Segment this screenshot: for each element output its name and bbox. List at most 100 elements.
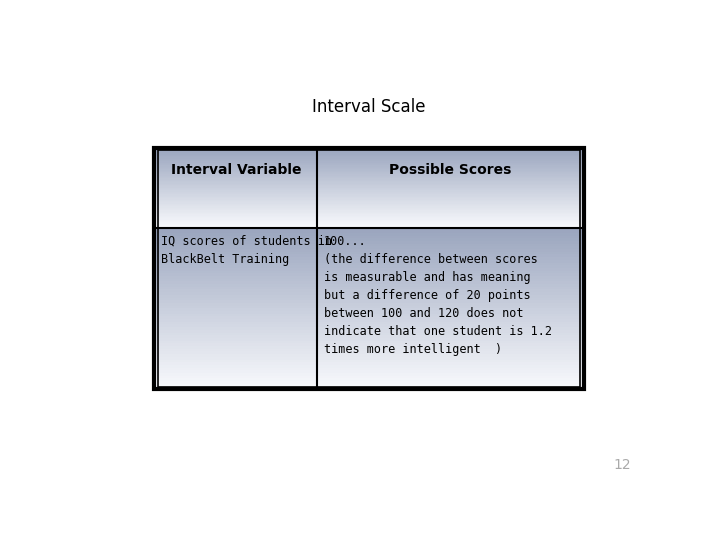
Bar [154, 201, 318, 202]
Bar [154, 292, 318, 295]
Bar [154, 370, 318, 373]
Bar [154, 335, 318, 338]
Bar [154, 176, 318, 177]
Bar [318, 333, 584, 335]
Bar [318, 220, 584, 221]
Bar [318, 185, 584, 186]
Bar [154, 174, 318, 176]
Bar [318, 217, 584, 218]
Bar [154, 303, 318, 306]
Text: 100...
(the difference between scores
is measurable and has meaning
but a differ: 100... (the difference between scores is… [324, 235, 552, 356]
Bar [154, 221, 318, 222]
Bar [318, 352, 584, 354]
Bar [154, 273, 318, 276]
Bar [318, 188, 584, 189]
Bar [318, 241, 584, 244]
Bar [154, 268, 318, 271]
Bar [318, 349, 584, 352]
Bar [154, 384, 318, 387]
Bar [154, 314, 318, 316]
Bar [154, 166, 318, 168]
Bar [318, 360, 584, 362]
Bar [154, 333, 318, 335]
Bar [154, 188, 318, 189]
Bar [318, 206, 584, 208]
Bar [318, 197, 584, 198]
Bar [154, 165, 318, 166]
Bar [154, 189, 318, 191]
Text: 12: 12 [613, 458, 631, 472]
Bar [318, 154, 584, 156]
Bar [154, 249, 318, 252]
Bar [318, 257, 584, 260]
Bar [154, 284, 318, 287]
Bar [318, 273, 584, 276]
Bar [154, 206, 318, 208]
Bar [154, 381, 318, 384]
Bar [318, 210, 584, 212]
Bar [318, 156, 584, 157]
Bar [154, 197, 318, 198]
Bar [318, 235, 584, 238]
Bar [318, 165, 584, 166]
Bar [154, 352, 318, 354]
Bar [318, 365, 584, 368]
Bar [318, 178, 584, 180]
Bar [318, 357, 584, 360]
Bar [154, 193, 318, 194]
Bar [318, 303, 584, 306]
Bar [318, 189, 584, 191]
Bar [154, 279, 318, 281]
Bar [318, 193, 584, 194]
Bar [318, 166, 584, 168]
Bar [318, 148, 584, 149]
Bar [318, 153, 584, 154]
Bar [154, 172, 318, 173]
Bar [318, 192, 584, 193]
Bar [154, 173, 318, 174]
Bar [318, 195, 584, 197]
Bar [318, 163, 584, 164]
Bar [154, 153, 318, 154]
Bar [154, 235, 318, 238]
Bar [318, 300, 584, 303]
Bar [318, 370, 584, 373]
Bar [154, 233, 318, 235]
Bar [154, 217, 318, 218]
Bar [318, 233, 584, 235]
Bar [318, 169, 584, 171]
Bar [154, 330, 318, 333]
Bar [318, 202, 584, 204]
Bar [154, 379, 318, 381]
Bar [318, 268, 584, 271]
Bar [154, 365, 318, 368]
Bar [154, 168, 318, 169]
Text: Interval Variable: Interval Variable [171, 163, 301, 177]
Bar [154, 308, 318, 311]
Bar [154, 252, 318, 254]
Bar [154, 184, 318, 185]
Bar [318, 221, 584, 222]
Text: Possible Scores: Possible Scores [390, 163, 512, 177]
Bar [154, 181, 318, 183]
Bar [318, 151, 584, 152]
Bar [154, 185, 318, 186]
Bar [154, 311, 318, 314]
Bar [154, 191, 318, 192]
Bar [154, 213, 318, 214]
Bar [154, 212, 318, 213]
Bar [154, 295, 318, 298]
Bar [154, 222, 318, 224]
Bar [318, 181, 584, 183]
Bar [154, 208, 318, 209]
Bar [318, 183, 584, 184]
Text: Interval Scale: Interval Scale [312, 98, 426, 116]
Bar [154, 316, 318, 319]
Bar [154, 194, 318, 195]
Bar [154, 152, 318, 153]
Bar [154, 349, 318, 352]
Bar [154, 271, 318, 273]
Bar [318, 295, 584, 298]
Bar [318, 209, 584, 210]
Bar [154, 160, 318, 161]
